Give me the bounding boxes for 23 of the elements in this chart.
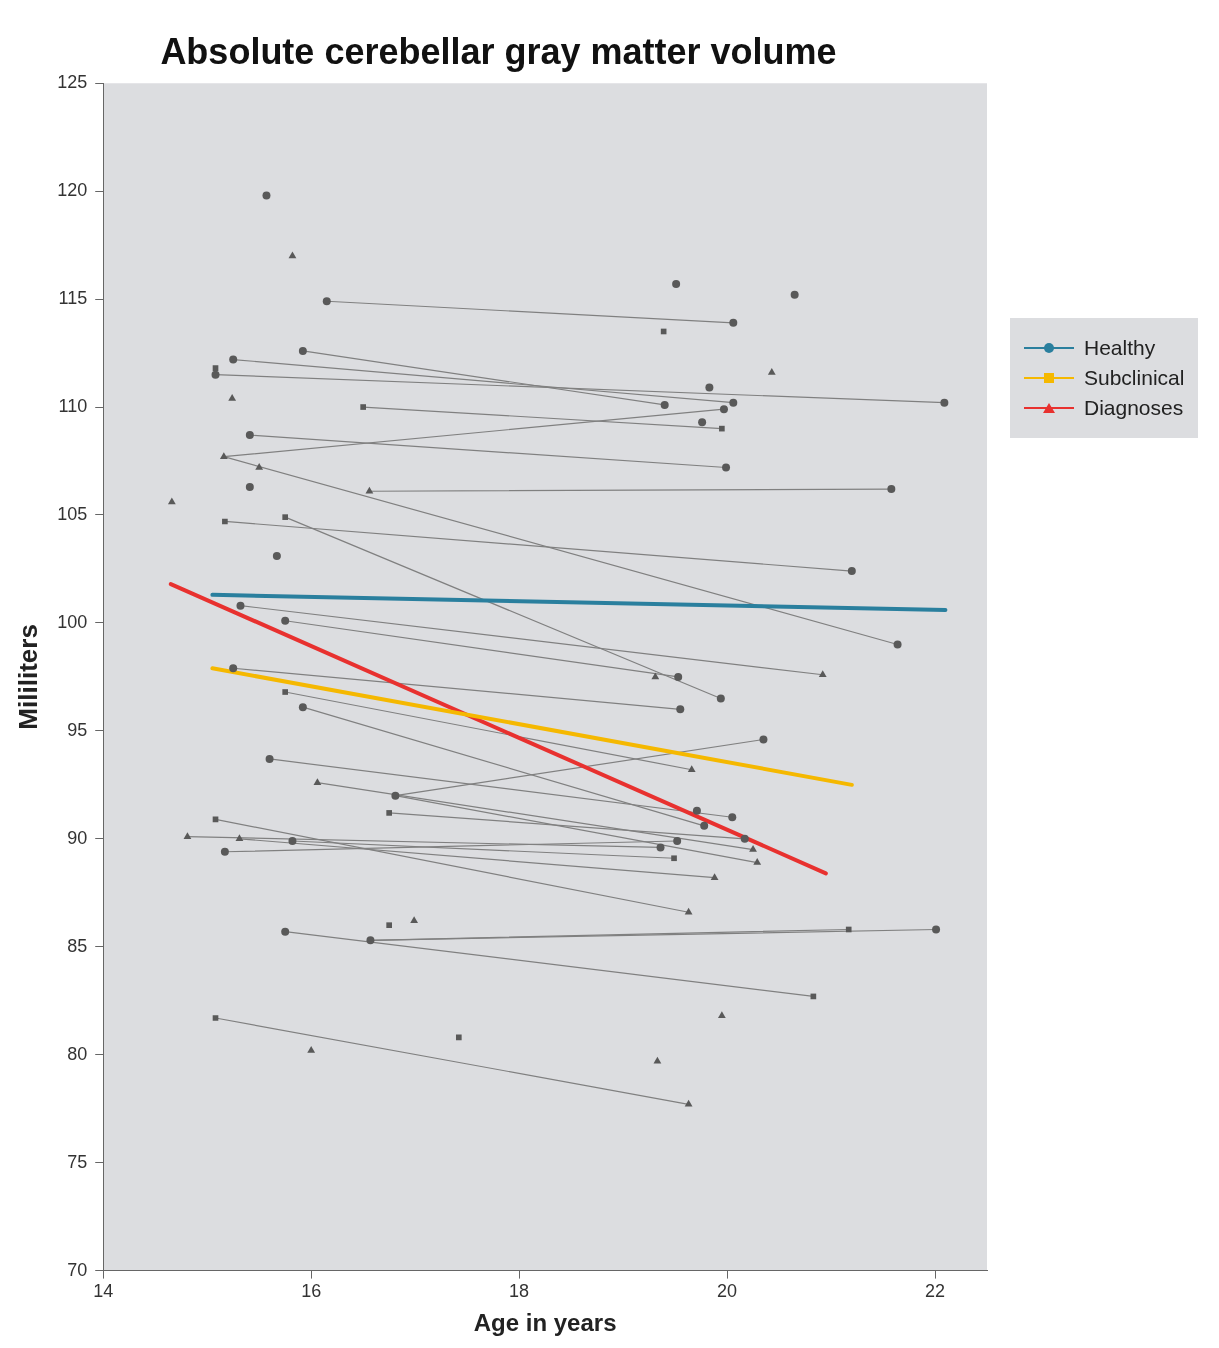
y-axis-title: Mililiters bbox=[12, 624, 43, 730]
x-tick-label: 20 bbox=[717, 1281, 738, 1302]
chart-title: Absolute cerebellar gray matter volume bbox=[160, 30, 837, 72]
legend-label: Subclinical bbox=[1084, 366, 1185, 390]
y-tick-label: 90 bbox=[67, 827, 88, 848]
y-tick-label: 110 bbox=[58, 396, 88, 417]
y-tick-label: 115 bbox=[58, 288, 88, 309]
y-tick-label: 85 bbox=[67, 935, 88, 956]
y-tick-label: 75 bbox=[67, 1151, 88, 1172]
y-tick-label: 120 bbox=[57, 180, 88, 201]
y-tick-label: 105 bbox=[57, 503, 88, 524]
y-tick-label: 95 bbox=[67, 719, 88, 740]
y-tick-label: 70 bbox=[67, 1259, 88, 1280]
x-tick-label: 16 bbox=[301, 1281, 322, 1302]
y-tick-label: 125 bbox=[57, 72, 88, 93]
legend-label: Diagnoses bbox=[1084, 396, 1184, 420]
y-tick-label: 100 bbox=[57, 611, 88, 632]
x-tick-label: 14 bbox=[93, 1281, 114, 1302]
y-tick-label: 80 bbox=[67, 1043, 88, 1064]
x-axis-title: Age in years bbox=[473, 1309, 617, 1337]
x-tick-label: 18 bbox=[509, 1281, 530, 1302]
x-tick-label: 22 bbox=[925, 1281, 946, 1302]
legend-label: Healthy bbox=[1084, 336, 1156, 360]
